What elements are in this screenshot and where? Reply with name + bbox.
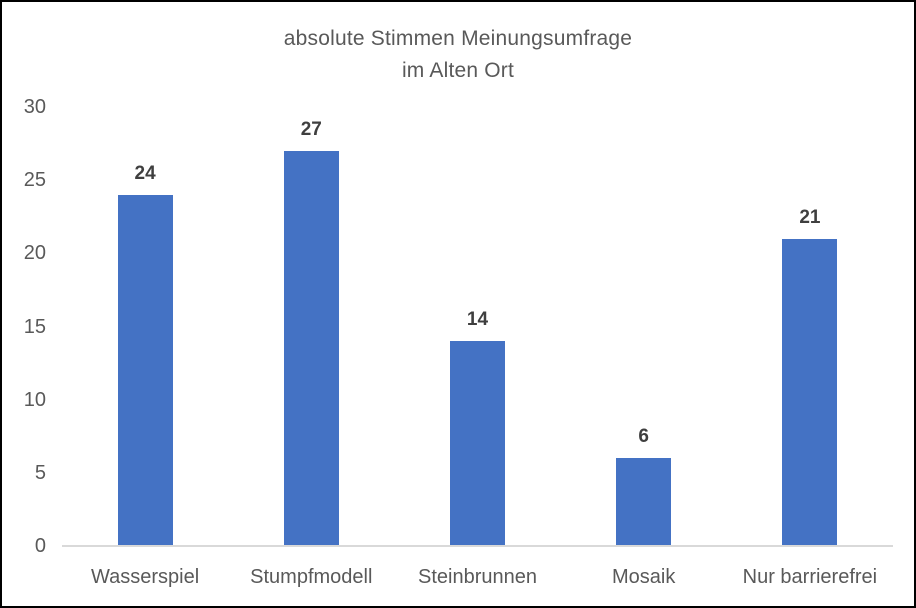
y-axis-tick-label: 5 <box>34 461 46 484</box>
category-label: Wasserspiel <box>91 566 200 588</box>
category-label: Steinbrunnen <box>418 566 537 588</box>
bar-value-label: 24 <box>134 162 156 184</box>
x-axis-line <box>62 545 893 547</box>
category-label: Mosaik <box>612 566 676 588</box>
y-axis-tick-label: 30 <box>23 96 46 118</box>
bar <box>616 458 672 546</box>
chart-title-line-2: im Alten Ort <box>401 59 515 82</box>
bar-value-label: 6 <box>638 426 649 448</box>
y-axis-tick-label: 25 <box>23 169 46 192</box>
bar-value-label: 27 <box>300 118 322 140</box>
y-axis-tick-label: 20 <box>23 242 46 265</box>
y-axis-tick-label: 0 <box>34 535 46 557</box>
category-label: Stumpfmodell <box>250 566 373 588</box>
bar <box>782 238 838 546</box>
y-axis-tick-label: 15 <box>23 315 46 338</box>
bar <box>117 194 173 546</box>
bar <box>450 341 505 546</box>
chart-title-line-1: absolute Stimmen Meinungsumfrage <box>283 27 633 50</box>
bar <box>283 150 339 546</box>
y-axis-tick-label: 10 <box>23 388 46 411</box>
chart-title: absolute Stimmen Meinungsumfrage im Alte… <box>2 23 914 87</box>
bar-value-label: 21 <box>799 206 821 228</box>
bar-value-label: 14 <box>466 309 489 331</box>
category-label: Nur barrierefrei <box>742 566 878 588</box>
